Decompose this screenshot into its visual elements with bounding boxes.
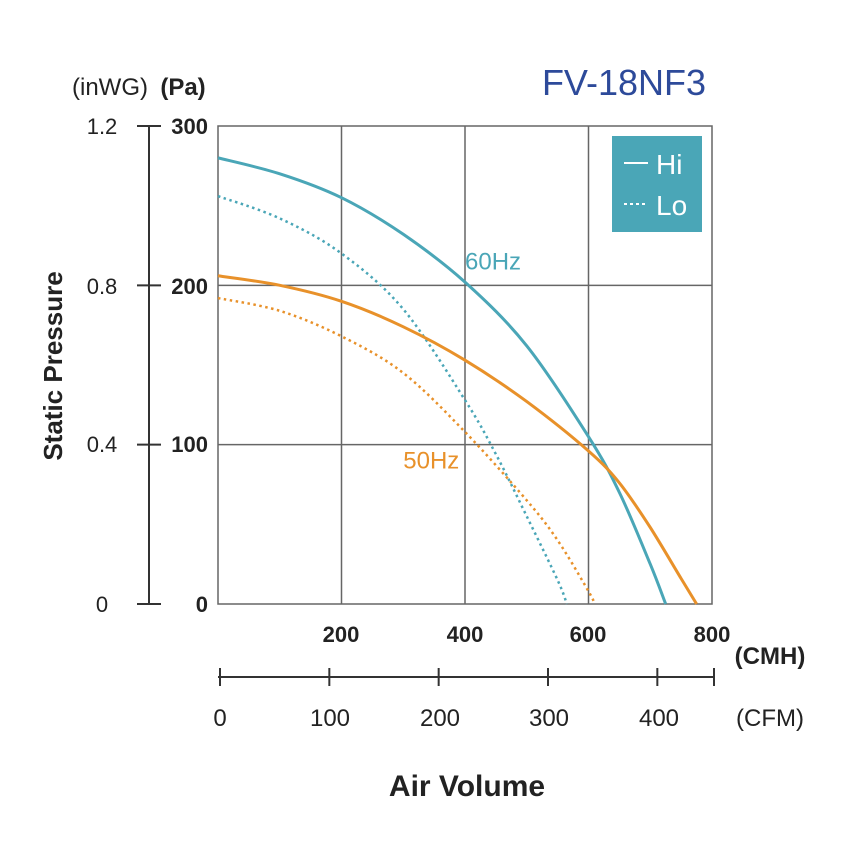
x-secondary-tick-label: 300 xyxy=(529,705,569,732)
x-secondary-tick-label: 0 xyxy=(213,705,226,732)
legend-label-hi: Hi xyxy=(656,149,682,180)
x-primary-tick-label: 800 xyxy=(694,622,731,647)
x-secondary-unit: (CFM) xyxy=(736,705,804,732)
x-secondary-tick-marks xyxy=(219,668,715,686)
y-primary-tick-label: 0 xyxy=(196,592,208,617)
legend: Hi Lo xyxy=(612,136,702,232)
curves xyxy=(217,156,698,605)
y-primary-tick-labels: 0 100 200 300 xyxy=(171,114,208,617)
y-primary-tick-label: 300 xyxy=(171,114,208,139)
y-axis-label: Static Pressure xyxy=(38,271,68,460)
y-secondary-tick-label: 1.2 xyxy=(87,114,118,139)
curve-60hz-lo xyxy=(217,194,569,605)
y-secondary-tick-label: 0 xyxy=(96,592,108,617)
y-secondary-tick-label: 0.8 xyxy=(87,274,118,299)
curve-50hz-hi xyxy=(217,274,698,605)
y-tick-marks xyxy=(137,125,161,605)
annotation-50hz: 50Hz xyxy=(403,448,459,475)
y-secondary-tick-label: 0.4 xyxy=(87,432,118,457)
y-secondary-tick-labels: 0 0.4 0.8 1.2 xyxy=(87,114,118,617)
x-axis-label: Air Volume xyxy=(389,770,545,803)
x-secondary-tick-label: 400 xyxy=(639,705,679,732)
x-secondary-tick-label: 200 xyxy=(420,705,460,732)
legend-label-lo: Lo xyxy=(656,190,687,221)
x-primary-tick-label: 200 xyxy=(323,622,360,647)
annotation-60hz: 60Hz xyxy=(465,248,521,275)
x-primary-unit: (CMH) xyxy=(735,643,806,670)
x-secondary-tick-labels: 0 100 200 300 400 xyxy=(213,705,679,732)
x-secondary-tick-label: 100 xyxy=(310,705,350,732)
y-primary-unit: (Pa) xyxy=(160,74,205,101)
x-primary-tick-label: 400 xyxy=(447,622,484,647)
curve-60hz-hi xyxy=(217,156,668,605)
y-primary-tick-label: 100 xyxy=(171,432,208,457)
gridlines xyxy=(218,126,712,604)
x-primary-tick-labels: 200 400 600 800 xyxy=(323,622,731,647)
y-primary-tick-label: 200 xyxy=(171,274,208,299)
x-primary-tick-label: 600 xyxy=(570,622,607,647)
legend-box xyxy=(612,136,702,232)
y-secondary-unit: (inWG) xyxy=(72,74,148,101)
chart-title: FV-18NF3 xyxy=(542,62,706,103)
